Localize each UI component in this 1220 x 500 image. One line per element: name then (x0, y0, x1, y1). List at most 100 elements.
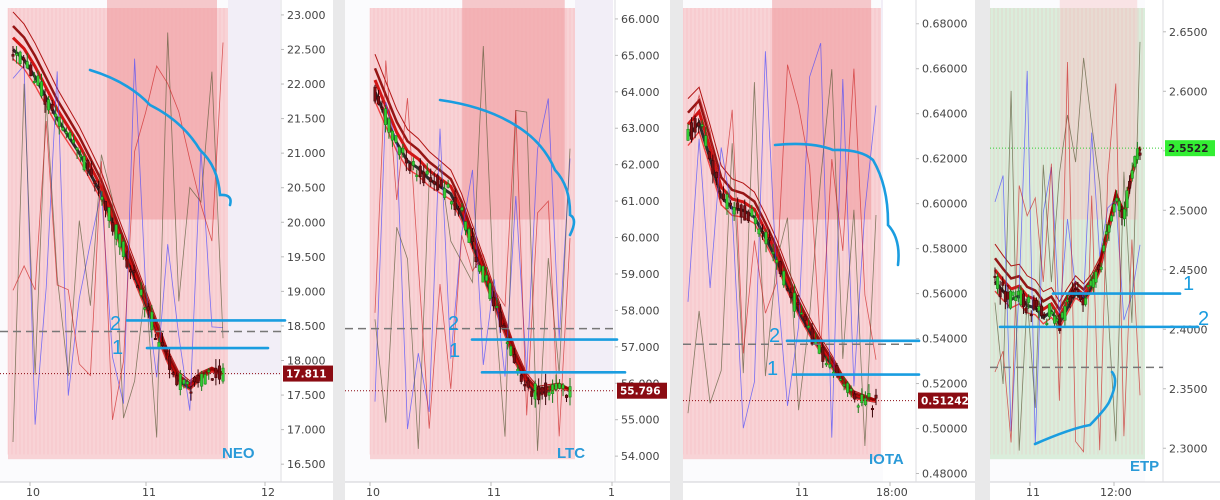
candle-body (214, 367, 218, 378)
candle-body (558, 383, 562, 389)
candle-body (714, 171, 718, 178)
annotation-label: 2 (448, 313, 459, 335)
shaded-zone-upper (107, 0, 217, 220)
price-badge-label: 17.811 (286, 369, 327, 381)
chart-svg-etp[interactable]: 2.65002.60002.55002.50002.45002.40002.35… (990, 0, 1220, 500)
moving-average-line (994, 146, 1141, 303)
candle-body (707, 151, 711, 160)
candle-body (778, 261, 782, 274)
chart-panel-iota[interactable]: 0.68000 0.66000 0.64000 0.62000 0.60000 0.580… (683, 0, 975, 500)
y-tick-label: 22.500 (287, 43, 326, 56)
candle-body (481, 265, 485, 283)
chart-svg-ltc[interactable]: 66.000 65.000 64.000 63.000 62.000 61.000 60.0… (345, 0, 670, 500)
candle-body (1068, 296, 1072, 303)
y-tick-label: 2.6500 (1169, 26, 1208, 39)
candle-body (704, 135, 708, 147)
candle-body (750, 208, 754, 216)
price-badge-label: 55.796 (620, 386, 661, 398)
candle-body (768, 237, 772, 241)
chart-panel-neo[interactable]: 23.000 22.500 22.000 21.500 21.000 20.500 20.0… (0, 0, 333, 500)
candle-body (718, 191, 722, 194)
annotation-label: 1 (449, 340, 460, 362)
annotation-curve (88, 68, 232, 207)
candle-body (175, 375, 179, 386)
candle-body (68, 132, 72, 139)
candle-body (121, 241, 125, 258)
candle-body (477, 264, 481, 272)
candle-body (1089, 280, 1093, 286)
oscillator-line (687, 42, 877, 438)
candle-body (842, 384, 846, 387)
candle-body (1099, 266, 1103, 270)
y-tick-label: 18.500 (287, 320, 326, 333)
annotation-label: 2 (1198, 308, 1209, 330)
candle-body (739, 204, 743, 218)
candle-body (432, 180, 436, 185)
chart-panel-etp[interactable]: 2.65002.60002.55002.50002.45002.40002.35… (990, 0, 1220, 500)
candle-body (1135, 148, 1139, 160)
candle-body (39, 81, 43, 97)
candle-body (32, 81, 36, 84)
y-tick-label: 21.500 (287, 113, 326, 126)
candle-body (817, 343, 821, 354)
candle-body (193, 376, 197, 383)
y-tick-label: 20.500 (287, 182, 326, 195)
y-tick-label: 19.500 (287, 251, 326, 264)
y-tick-label: 62.000 (621, 159, 660, 172)
candle-body (394, 135, 398, 143)
candle-body (998, 289, 1002, 298)
candle-body (1016, 290, 1020, 296)
symbol-label-iota: IOTA (869, 451, 904, 468)
candle-body (743, 205, 747, 221)
candle-body (1053, 316, 1057, 324)
candle-body (849, 388, 853, 392)
chart-svg-neo[interactable]: 23.000 22.500 22.000 21.500 21.000 20.500 20.0… (0, 0, 333, 500)
y-tick-label: 66.000 (621, 13, 660, 26)
y-tick-label: 21.000 (287, 147, 326, 160)
candle-body (1047, 303, 1051, 318)
candle-body (25, 61, 29, 69)
x-tick-label: 11 (487, 486, 501, 499)
candle-body (1091, 278, 1095, 288)
candle-body (376, 96, 380, 105)
candle-body (471, 236, 474, 242)
annotation-label: 2 (110, 313, 121, 335)
candle-body (1081, 298, 1085, 306)
candle-body (725, 194, 729, 210)
candle-body (93, 180, 97, 185)
candle-body (1021, 293, 1025, 307)
candle-body (537, 386, 541, 401)
candle-body (1001, 281, 1005, 286)
candle-body (1107, 224, 1111, 233)
candle-body (82, 156, 86, 171)
candle-body (203, 374, 207, 385)
chart-svg-iota[interactable]: 0.68000 0.66000 0.64000 0.62000 0.60000 0.580… (683, 0, 975, 500)
chart-panel-ltc[interactable]: 66.000 65.000 64.000 63.000 62.000 61.000 60.0… (345, 0, 670, 500)
y-tick-label: 17.000 (287, 424, 326, 437)
candle-body (1006, 291, 1010, 300)
candle-body (143, 307, 147, 310)
y-tick-label: 0.48000 (922, 468, 968, 481)
candle-body (160, 341, 164, 346)
price-badge (1165, 140, 1215, 157)
y-tick-label: 0.62000 (922, 153, 968, 166)
y-tick-label: 65.000 (621, 49, 660, 62)
candle-body (789, 292, 793, 298)
oscillator-line (687, 64, 877, 360)
candle-body (561, 384, 565, 389)
candle-body (460, 207, 464, 211)
candle-body (425, 170, 429, 175)
candle-body (75, 147, 79, 150)
candle-body (530, 390, 534, 397)
candle-body (785, 288, 789, 291)
y-tick-label: 17.500 (287, 389, 326, 402)
y-tick-label: 19.000 (287, 285, 326, 298)
candle-body (807, 325, 811, 328)
oscillator-line (374, 98, 571, 430)
annotation-label: 1 (112, 337, 123, 359)
y-tick-label: 0.58000 (922, 243, 968, 256)
candle-body (686, 128, 690, 141)
candle-body (404, 157, 408, 164)
candle-body (1058, 314, 1062, 332)
price-badge-label: 2.5522 (1168, 143, 1209, 155)
